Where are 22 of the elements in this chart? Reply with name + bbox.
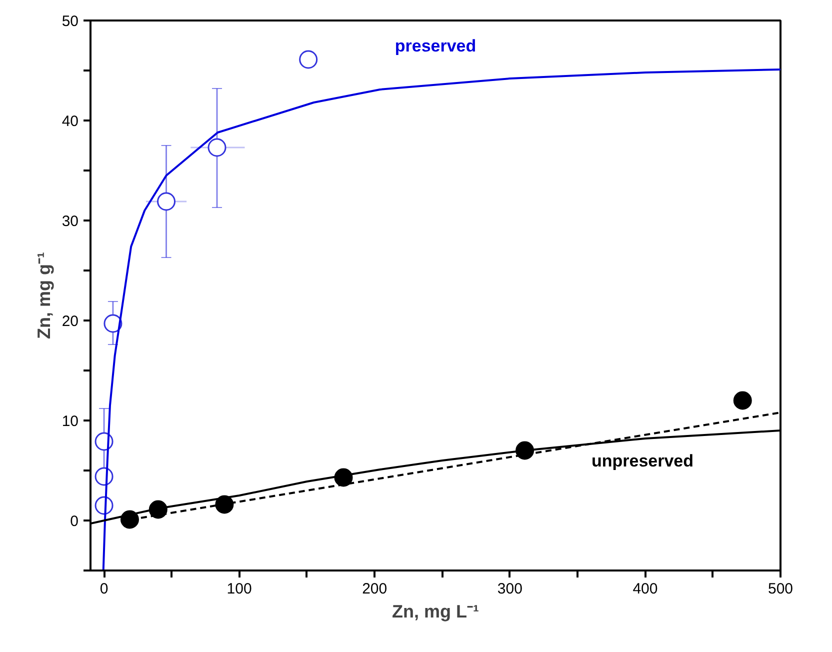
y-tick-label: 10 [62,413,79,430]
x-tick-label: 200 [362,580,388,598]
point [104,314,122,333]
line-series [102,68,780,570]
x-tick-label: 0 [100,580,108,598]
point [208,138,226,157]
point [157,192,176,211]
x-tick-label: 100 [226,580,252,598]
y-tick-label: 50 [62,13,79,30]
x-axis-title: Zn, mg L⁻¹ [392,602,479,622]
series-label: preserved [394,36,476,56]
y-tick-label: 40 [62,113,79,130]
x-tick-label: 400 [632,580,658,598]
y-tick-label: 20 [62,313,79,330]
y-tick-label: 0 [70,513,78,530]
x-tick-label: 500 [768,580,794,598]
x-tick-label: 300 [497,580,522,598]
y-axis-title: Zn, mg g⁻¹ [34,252,54,339]
point [299,50,318,69]
point [733,391,752,410]
y-tick-label: 30 [62,213,79,230]
series-label: unpreserved [591,452,694,470]
